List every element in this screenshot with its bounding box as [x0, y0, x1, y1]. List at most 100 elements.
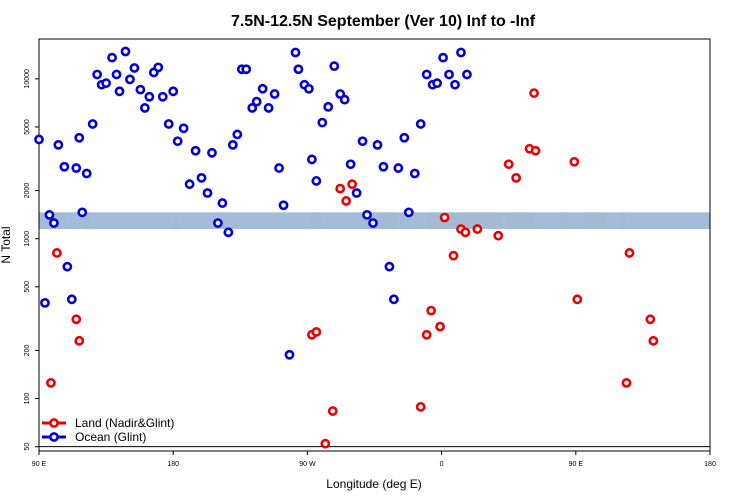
land-point: [335, 183, 346, 194]
land-point: [347, 179, 358, 190]
ocean-point: [368, 218, 378, 228]
ocean-point: [213, 218, 223, 228]
ocean-point: [71, 163, 82, 173]
land-point: [503, 159, 514, 170]
ocean-point: [129, 63, 140, 73]
land-point: [435, 321, 446, 332]
ocean-point: [438, 52, 448, 63]
ocean-point: [388, 294, 399, 305]
ocean-point: [92, 69, 103, 80]
ocean-point: [227, 139, 238, 150]
x-axis-label: Longitude (deg E): [326, 477, 421, 491]
ocean-point: [323, 101, 334, 112]
ocean-point: [251, 96, 262, 107]
ocean-point: [101, 78, 111, 89]
legend-land-label: Land (Nadir&Glint): [75, 416, 174, 430]
ocean-point: [293, 64, 304, 75]
land-point: [460, 227, 471, 238]
ocean-point: [284, 349, 295, 360]
ocean-point: [303, 83, 314, 94]
ocean-point: [77, 207, 88, 218]
ocean-point: [393, 163, 404, 173]
land-point: [320, 438, 331, 449]
ocean-point: [415, 119, 426, 129]
x-tick-label: 90 E: [32, 461, 47, 468]
ocean-point: [462, 69, 472, 80]
ocean-point: [87, 119, 98, 129]
y-tick-label: 1000: [24, 231, 31, 247]
legend-ocean-label: Ocean (Glint): [75, 430, 146, 444]
ocean-point: [153, 62, 164, 73]
ocean-point: [351, 188, 362, 198]
land-point: [439, 212, 450, 223]
plot-frame: [38, 38, 711, 452]
y-tick-label: 2000: [24, 183, 31, 199]
ocean-point: [81, 168, 92, 179]
land-point: [569, 156, 580, 167]
ocean-point: [456, 47, 466, 58]
land-point: [71, 314, 82, 325]
ocean-series: [34, 46, 472, 360]
ocean-point: [444, 69, 454, 80]
land-point: [621, 378, 632, 388]
ocean-point: [257, 83, 268, 94]
ocean-point: [278, 200, 289, 211]
ocean-point: [111, 69, 122, 80]
ocean-point: [202, 188, 213, 198]
land-point: [51, 248, 62, 258]
ocean-point: [450, 79, 460, 90]
land-point: [511, 172, 522, 183]
ocean-point: [114, 86, 125, 97]
ocean-point: [274, 163, 284, 173]
ocean-point: [107, 52, 117, 63]
y-tick-label: 50: [24, 443, 31, 451]
ocean-point: [190, 145, 201, 156]
ocean-point: [168, 86, 179, 97]
ocean-point: [345, 159, 356, 170]
ocean-point: [311, 176, 322, 186]
land-point: [472, 224, 483, 234]
ocean-point: [339, 94, 350, 105]
land-point: [327, 406, 338, 416]
ocean-point: [372, 139, 383, 150]
land-point: [46, 378, 56, 388]
land-point: [572, 294, 583, 305]
ocean-point: [421, 69, 432, 80]
ocean-point: [432, 78, 443, 89]
land-point: [648, 335, 659, 346]
ocean-point: [290, 47, 301, 58]
ocean-point: [144, 91, 155, 102]
ocean-point: [178, 123, 189, 134]
ocean-point: [125, 74, 135, 85]
y-tick-label: 5000: [24, 119, 31, 135]
ocean-point: [357, 136, 368, 147]
land-point: [415, 401, 426, 412]
land-point: [493, 230, 504, 241]
x-tick-label: 90 W: [299, 461, 316, 468]
land-point: [421, 329, 432, 340]
y-tick-label: 500: [24, 281, 31, 293]
ocean-point: [49, 218, 59, 228]
ocean-point: [329, 61, 340, 72]
ocean-point: [263, 103, 274, 113]
ocean-point: [172, 136, 183, 147]
land-point: [426, 305, 437, 316]
ocean-point: [247, 103, 258, 113]
ocean-point: [196, 172, 207, 183]
land-point: [341, 196, 352, 206]
land-point: [530, 145, 541, 156]
y-tick-label: 200: [24, 344, 31, 356]
ocean-point: [40, 297, 50, 308]
y-axis: 50 100 200 500 1000 2000 5000 10000: [24, 69, 39, 451]
ocean-point: [317, 117, 328, 128]
x-tick-label: 0: [440, 461, 444, 468]
legend-land-marker: [49, 418, 59, 428]
ocean-point: [217, 198, 228, 208]
ocean-point: [139, 103, 150, 113]
ocean-point: [269, 89, 280, 99]
land-series: [46, 88, 659, 449]
legend: Land (Nadir&Glint) Ocean (Glint): [42, 416, 174, 444]
land-point: [624, 248, 635, 258]
ocean-point: [384, 261, 395, 272]
